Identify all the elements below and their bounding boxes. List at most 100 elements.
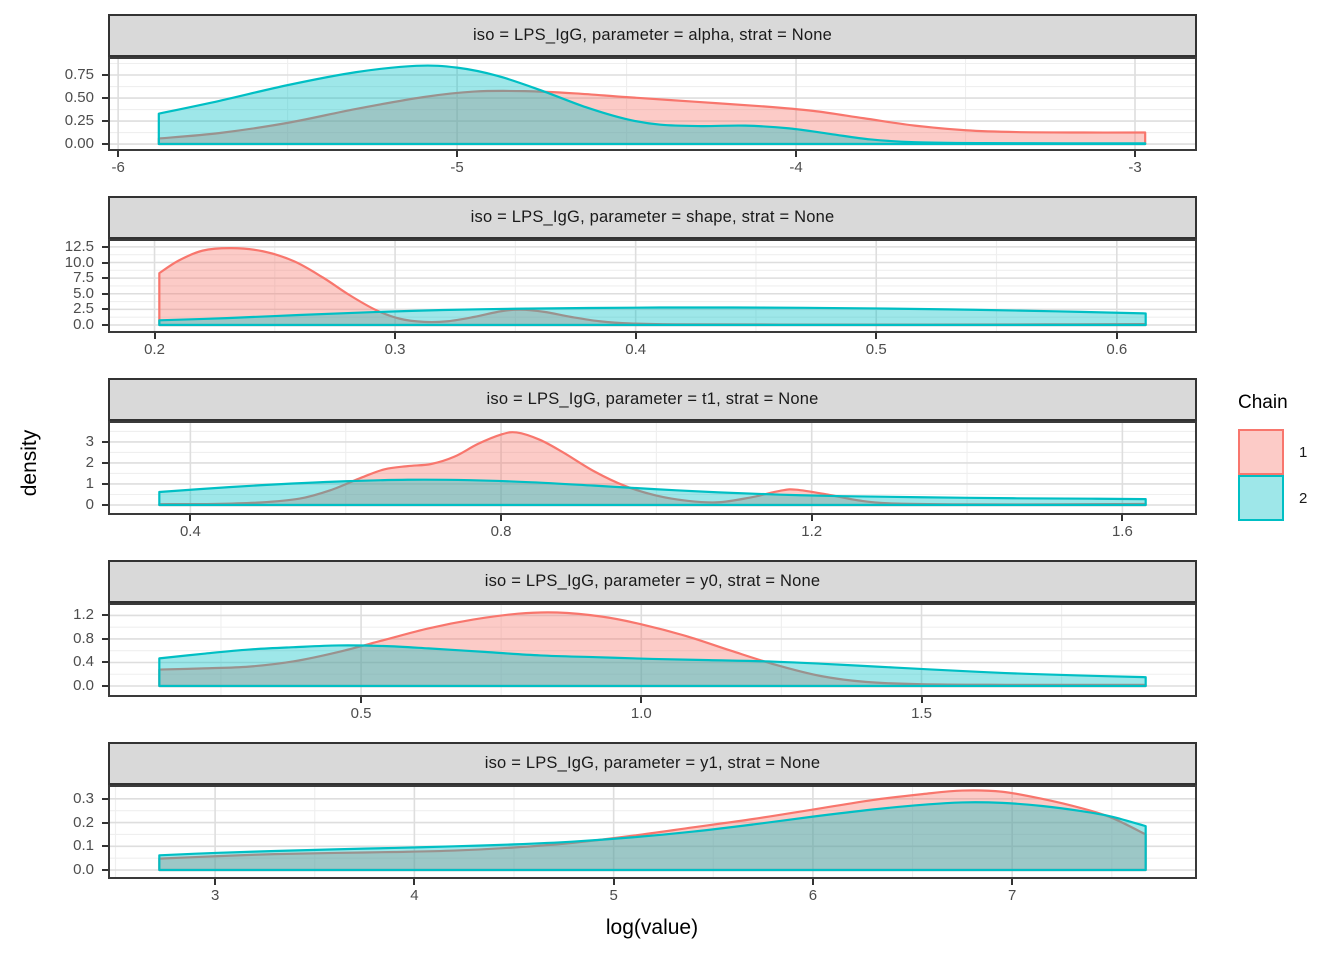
y-tick-label: 7.5 xyxy=(73,269,94,287)
density-curve-chain-1 xyxy=(158,611,1147,688)
y-tick-label: 2.5 xyxy=(73,300,94,318)
density-curve-chain-2 xyxy=(158,644,1147,688)
density-curve-chain-1 xyxy=(158,789,1147,872)
y-tick-mark xyxy=(102,482,108,485)
legend-label-chain-2: 2 xyxy=(1299,489,1308,507)
x-tick-mark xyxy=(1134,151,1136,157)
y-tick-mark xyxy=(102,277,108,280)
y-tick-label: 0.0 xyxy=(73,861,94,878)
x-tick-mark xyxy=(500,515,503,521)
x-tick-mark xyxy=(153,333,156,339)
x-tick-label: 0.5 xyxy=(865,341,887,358)
y-tick-mark xyxy=(102,245,108,248)
legend-swatch-chain-2 xyxy=(1238,475,1284,521)
x-tick-mark xyxy=(214,879,217,885)
y-tick-label: 0.8 xyxy=(73,629,94,647)
density-panel xyxy=(108,57,1197,151)
y-tick-label: 3 xyxy=(85,432,94,450)
x-tick-mark xyxy=(612,879,615,885)
facet-strip-title: iso = LPS_IgG, parameter = shape, strat … xyxy=(470,208,835,226)
x-tick-label: 5 xyxy=(609,887,618,904)
y-tick-label: 0.1 xyxy=(73,837,94,855)
x-tick-label: 1.0 xyxy=(630,705,652,722)
y-tick-label: 0.0 xyxy=(73,316,94,333)
x-tick-mark xyxy=(795,151,798,157)
x-tick-mark xyxy=(811,879,814,885)
x-tick-mark xyxy=(456,151,459,157)
x-tick-label: 1.2 xyxy=(801,523,823,540)
facet-strip-title: iso = LPS_IgG, parameter = t1, strat = N… xyxy=(486,390,819,408)
x-tick-label: 7 xyxy=(1008,887,1017,904)
y-tick-label: 1 xyxy=(85,474,94,492)
y-tick-mark xyxy=(102,143,108,146)
y-tick-label: 2 xyxy=(85,453,94,471)
density-panel xyxy=(108,785,1197,879)
legend-title: Chain xyxy=(1238,392,1288,413)
y-tick-label: 0.25 xyxy=(64,112,94,130)
y-tick-mark xyxy=(102,461,108,464)
y-tick-mark xyxy=(102,324,108,326)
y-tick-label: 0 xyxy=(85,496,94,513)
x-tick-label: -5 xyxy=(450,159,464,176)
y-tick-mark xyxy=(102,685,108,687)
x-tick-label: -3 xyxy=(1128,159,1142,176)
density-panel xyxy=(108,603,1197,697)
x-tick-label: 3 xyxy=(210,887,220,904)
legend-label-chain-1: 1 xyxy=(1299,443,1308,461)
y-tick-label: 0.2 xyxy=(73,813,94,831)
y-tick-mark xyxy=(102,308,108,311)
x-tick-label: 0.5 xyxy=(350,705,372,722)
density-panel-canvas xyxy=(110,787,1195,877)
legend-item-chain-1: 1 xyxy=(1238,429,1334,475)
density-curve-chain-2 xyxy=(158,801,1147,872)
x-tick-mark xyxy=(413,879,416,885)
x-tick-label: 1.6 xyxy=(1111,523,1133,540)
facet-strip: iso = LPS_IgG, parameter = y1, strat = N… xyxy=(108,742,1197,785)
density-panel-canvas xyxy=(110,59,1195,149)
y-tick-mark xyxy=(102,292,108,295)
x-tick-mark xyxy=(360,697,363,703)
facet-strip-title: iso = LPS_IgG, parameter = y0, strat = N… xyxy=(484,572,821,590)
density-curve-chain-2 xyxy=(158,306,1147,327)
x-tick-label: 1.5 xyxy=(911,705,932,722)
y-tick-label: 0.4 xyxy=(73,653,94,671)
y-tick-mark xyxy=(102,440,108,443)
y-axis-title: density xyxy=(18,429,41,497)
x-tick-mark xyxy=(1011,879,1014,885)
x-tick-label: 6 xyxy=(808,887,818,904)
legend: Chain 1 2 xyxy=(1234,392,1334,521)
x-tick-mark xyxy=(920,697,923,703)
facet-strip-title: iso = LPS_IgG, parameter = alpha, strat … xyxy=(472,26,833,44)
x-tick-label: 0.8 xyxy=(490,523,512,540)
y-tick-label: 5.0 xyxy=(73,284,94,302)
y-tick-mark xyxy=(102,637,108,640)
y-tick-label: 10.0 xyxy=(64,253,94,271)
x-tick-mark xyxy=(1115,333,1118,339)
y-tick-mark xyxy=(102,74,108,76)
y-tick-mark xyxy=(102,261,108,264)
density-panel-canvas xyxy=(110,423,1195,513)
x-tick-label: 0.2 xyxy=(144,341,165,358)
y-tick-label: 0.00 xyxy=(64,135,94,153)
x-tick-mark xyxy=(810,515,813,521)
facet-strip: iso = LPS_IgG, parameter = alpha, strat … xyxy=(108,14,1197,57)
density-panel-canvas xyxy=(110,241,1195,331)
facet-strip-title: iso = LPS_IgG, parameter = y1, strat = N… xyxy=(484,754,821,772)
facet-strip: iso = LPS_IgG, parameter = y0, strat = N… xyxy=(108,560,1197,603)
density-curve-chain-2 xyxy=(158,478,1147,507)
x-tick-label: 0.3 xyxy=(384,341,406,358)
y-tick-mark xyxy=(102,797,108,800)
y-tick-mark xyxy=(102,661,108,664)
legend-item-chain-2: 2 xyxy=(1238,475,1334,521)
density-curve-chain-2 xyxy=(157,64,1147,146)
y-tick-label: 1.2 xyxy=(73,606,94,624)
x-tick-label: 0.4 xyxy=(625,341,647,358)
x-tick-label: 4 xyxy=(410,887,419,904)
y-tick-mark xyxy=(102,120,108,123)
x-tick-mark xyxy=(117,151,120,157)
x-tick-label: -6 xyxy=(111,159,125,176)
y-tick-label: 0.3 xyxy=(73,789,94,807)
facet-strip: iso = LPS_IgG, parameter = t1, strat = N… xyxy=(108,378,1197,421)
x-tick-mark xyxy=(875,333,878,339)
